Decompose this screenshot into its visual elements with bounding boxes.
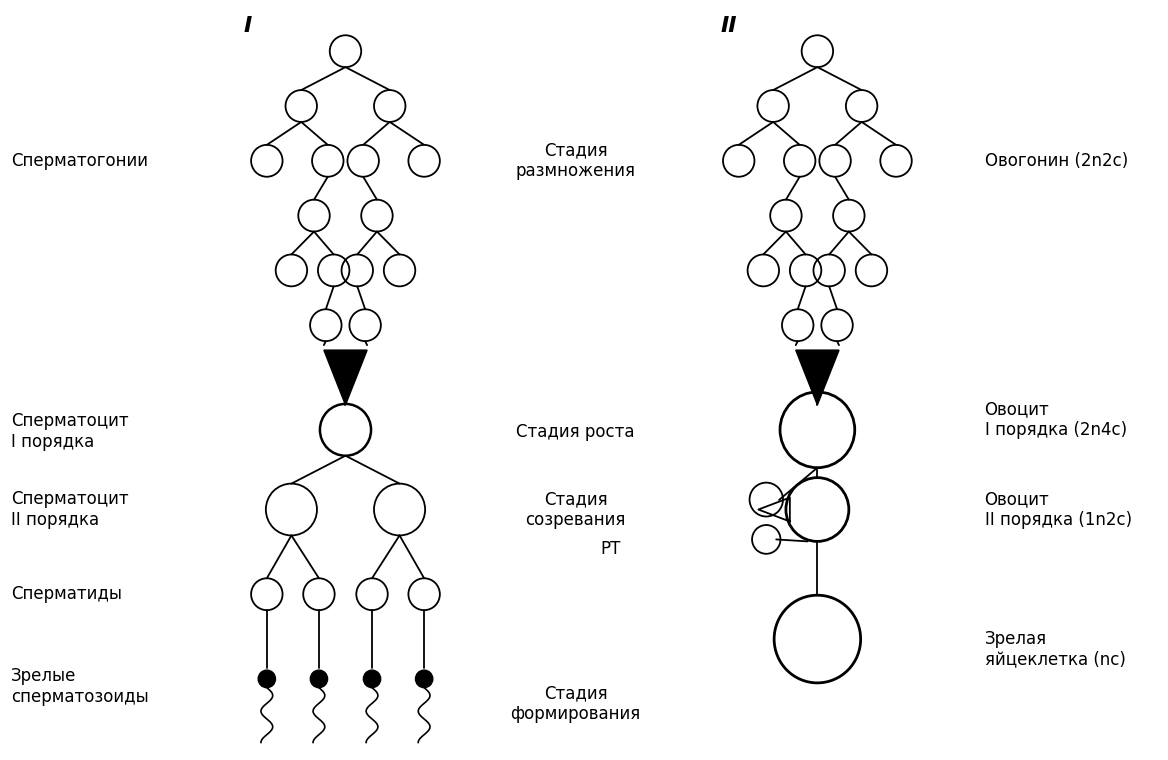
Text: Сперматогонии: Сперматогонии <box>12 152 148 169</box>
Text: Стадия роста: Стадия роста <box>516 423 634 441</box>
Text: Сперматоцит
I порядка: Сперматоцит I порядка <box>12 413 128 451</box>
Circle shape <box>363 670 381 688</box>
Text: Овоцит
II порядка (1n2c): Овоцит II порядка (1n2c) <box>985 490 1132 529</box>
Text: Сперматиды: Сперматиды <box>12 585 123 603</box>
Text: Зрелые
сперматозоиды: Зрелые сперматозоиды <box>12 667 150 706</box>
Polygon shape <box>324 350 367 405</box>
Text: Овогонин (2n2c): Овогонин (2n2c) <box>985 152 1128 169</box>
Text: Стадия
формирования: Стадия формирования <box>510 685 641 724</box>
Text: I: I <box>243 16 251 36</box>
Circle shape <box>258 670 276 688</box>
Circle shape <box>311 670 327 688</box>
Text: РТ: РТ <box>600 540 621 559</box>
Polygon shape <box>795 350 839 405</box>
Text: Стадия
созревания: Стадия созревания <box>526 490 626 529</box>
Text: Овоцит
I порядка (2n4c): Овоцит I порядка (2n4c) <box>985 401 1127 439</box>
Text: Сперматоцит
II порядка: Сперматоцит II порядка <box>12 490 128 529</box>
Text: II: II <box>721 16 737 36</box>
Circle shape <box>416 670 433 688</box>
Text: Зрелая
яйцеклетка (nc): Зрелая яйцеклетка (nc) <box>985 629 1126 668</box>
Text: Стадия
размножения: Стадия размножения <box>515 141 635 180</box>
